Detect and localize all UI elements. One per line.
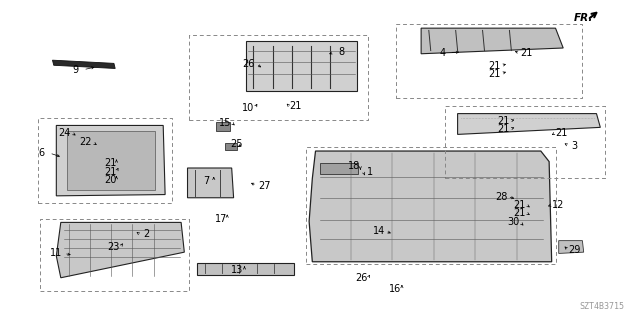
Text: 21: 21 bbox=[497, 116, 510, 126]
Bar bbox=[320, 163, 358, 174]
Text: 28: 28 bbox=[495, 192, 508, 202]
Polygon shape bbox=[559, 241, 584, 253]
Text: 4: 4 bbox=[440, 48, 446, 58]
Polygon shape bbox=[246, 41, 357, 91]
Polygon shape bbox=[197, 263, 294, 275]
Text: 18: 18 bbox=[348, 161, 360, 172]
Text: 21: 21 bbox=[289, 101, 302, 111]
Polygon shape bbox=[458, 114, 600, 134]
Text: 21: 21 bbox=[556, 128, 568, 138]
Text: FR.: FR. bbox=[574, 12, 593, 23]
Text: 20: 20 bbox=[104, 175, 116, 185]
Polygon shape bbox=[188, 168, 234, 198]
Text: 21: 21 bbox=[488, 60, 501, 71]
Polygon shape bbox=[421, 28, 563, 54]
Text: 7: 7 bbox=[203, 176, 209, 186]
Text: 26: 26 bbox=[242, 59, 255, 69]
Polygon shape bbox=[309, 151, 552, 262]
Polygon shape bbox=[56, 125, 165, 196]
Text: 21: 21 bbox=[488, 68, 501, 79]
Text: 21: 21 bbox=[104, 166, 116, 177]
Text: 21: 21 bbox=[497, 124, 510, 134]
Bar bbox=[216, 122, 230, 131]
Text: 25: 25 bbox=[230, 139, 243, 149]
Polygon shape bbox=[52, 60, 115, 68]
Text: 10: 10 bbox=[242, 103, 255, 113]
Text: 21: 21 bbox=[513, 200, 526, 210]
Text: 24: 24 bbox=[58, 128, 70, 138]
Text: 8: 8 bbox=[339, 47, 345, 57]
Text: 2: 2 bbox=[143, 229, 149, 239]
Polygon shape bbox=[67, 131, 155, 190]
Bar bbox=[225, 143, 237, 150]
Text: 17: 17 bbox=[214, 213, 227, 224]
Polygon shape bbox=[56, 222, 184, 278]
Text: 6: 6 bbox=[38, 148, 45, 158]
Text: 16: 16 bbox=[389, 284, 402, 294]
Text: 30: 30 bbox=[508, 217, 520, 228]
Text: 27: 27 bbox=[258, 180, 271, 191]
Text: 11: 11 bbox=[50, 248, 63, 259]
Text: 9: 9 bbox=[72, 65, 79, 75]
Text: 21: 21 bbox=[513, 208, 526, 218]
Text: 12: 12 bbox=[552, 200, 564, 210]
Text: 21: 21 bbox=[104, 158, 116, 168]
Text: 22: 22 bbox=[79, 137, 92, 148]
Text: 23: 23 bbox=[108, 242, 120, 252]
Text: 1: 1 bbox=[367, 167, 373, 177]
Text: 29: 29 bbox=[568, 245, 581, 255]
Text: 14: 14 bbox=[372, 226, 385, 236]
Text: SZT4B3715: SZT4B3715 bbox=[579, 302, 624, 311]
Text: 13: 13 bbox=[230, 265, 243, 275]
Text: 21: 21 bbox=[520, 48, 532, 58]
Text: 15: 15 bbox=[219, 117, 232, 128]
Text: 26: 26 bbox=[355, 273, 368, 284]
Text: 3: 3 bbox=[572, 140, 578, 151]
Bar bbox=[350, 166, 358, 172]
